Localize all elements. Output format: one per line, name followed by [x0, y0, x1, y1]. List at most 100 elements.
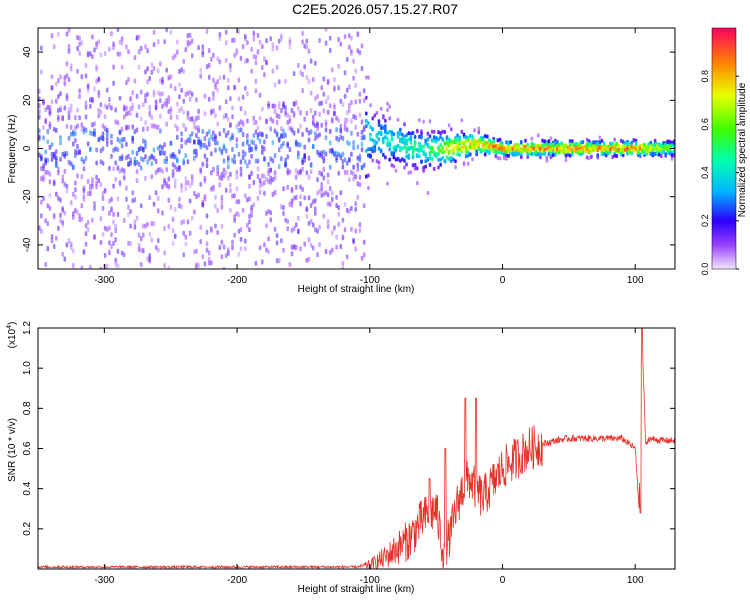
spectrogram-cell	[301, 186, 304, 192]
spectrogram-cell	[379, 132, 383, 137]
spectrogram-cell	[229, 136, 232, 142]
spectrogram-cell	[341, 266, 345, 269]
spectrogram-cell	[233, 193, 236, 199]
spectrogram-cell	[210, 186, 213, 192]
spectrogram-cell	[636, 150, 640, 155]
spectrogram-cell	[229, 96, 232, 102]
spectrogram-xtick-label: -200	[227, 275, 247, 286]
spectrogram-cell	[611, 145, 614, 150]
snr-ytick-label: 0.2	[22, 521, 33, 535]
spectrogram-cell	[125, 44, 128, 50]
spectrogram-cell	[503, 152, 506, 157]
spectrogram-cell	[256, 33, 260, 38]
spectrogram-cell	[581, 140, 585, 144]
spectrogram-cell	[390, 163, 394, 168]
spectrogram-cell	[222, 167, 226, 173]
spectrogram-cell	[93, 128, 96, 134]
spectrogram-cell	[216, 87, 219, 93]
snr-series-line	[38, 328, 675, 569]
spectrogram-cell	[432, 135, 436, 140]
spectrogram-cell	[333, 150, 336, 156]
spectrogram-cell	[261, 132, 264, 138]
spectrogram-cell	[222, 114, 226, 120]
snr-ytick-label: 0.6	[22, 441, 33, 455]
spectrogram-cell	[403, 145, 406, 150]
spectrogram-cell	[163, 250, 166, 256]
spectrogram-cell	[156, 247, 160, 253]
spectrogram-cell	[227, 164, 230, 170]
spectrogram-cell	[97, 137, 101, 143]
spectrogram-cell	[146, 221, 149, 227]
spectrogram-cell	[167, 109, 171, 114]
spectrogram-cell	[144, 139, 147, 145]
spectrogram-ytick-label: 40	[22, 46, 33, 58]
spectrogram-cell	[57, 78, 60, 84]
spectrogram-cell	[216, 230, 219, 235]
spectrogram-cell	[156, 90, 160, 96]
spectrogram-cell	[99, 109, 103, 115]
spectrogram-cell	[118, 138, 122, 144]
spectrogram-cell	[48, 121, 52, 127]
spectrogram-cell	[626, 151, 629, 156]
spectrogram-cell	[135, 93, 139, 99]
spectrogram-cell	[299, 70, 302, 75]
spectrogram-cell	[139, 203, 143, 209]
spectrogram-cell	[460, 129, 464, 134]
spectrogram-cell	[44, 262, 47, 267]
spectrogram-cell	[97, 77, 101, 83]
spectrogram-cell	[69, 103, 73, 109]
spectrogram-cell	[76, 209, 79, 215]
spectrogram-cell	[159, 98, 162, 104]
spectrogram-cell	[78, 115, 81, 121]
spectrogram-cell	[539, 147, 542, 152]
spectrogram-cell	[137, 161, 141, 167]
spectrogram-cell	[477, 143, 481, 148]
spectrogram-cell	[144, 93, 147, 99]
spectrogram-cell	[311, 245, 315, 251]
spectrogram-cell	[239, 166, 243, 172]
spectrogram-cell	[108, 240, 111, 246]
spectrogram-cell	[299, 142, 302, 148]
spectrogram-cell	[237, 251, 241, 257]
spectrogram-cell	[473, 146, 476, 151]
spectrogram-cell	[241, 154, 245, 160]
spectrogram-cell	[190, 116, 194, 121]
spectrogram-cell	[592, 140, 595, 145]
spectrogram-cell	[265, 119, 268, 125]
spectrogram-cell	[343, 117, 347, 123]
spectrogram-cell	[509, 151, 512, 156]
spectrogram-cell	[426, 142, 430, 147]
spectrogram-cell	[65, 73, 69, 79]
spectrogram-cell	[171, 55, 175, 61]
spectrogram-cell	[339, 244, 343, 250]
spectrogram-cell	[246, 133, 249, 139]
spectrogram-cell	[413, 166, 417, 171]
spectrogram-cell	[339, 153, 343, 159]
spectrogram-cell	[477, 146, 481, 151]
spectrogram-cell	[577, 143, 580, 148]
spectrogram-cell	[112, 64, 115, 70]
spectrogram-cell	[360, 135, 364, 141]
spectrogram-cell	[328, 47, 332, 53]
spectrogram-cell	[135, 215, 139, 221]
spectrogram-cell	[348, 141, 351, 147]
spectrogram-cell	[362, 97, 366, 103]
spectrogram-cell	[579, 140, 583, 145]
spectrogram-cell	[416, 147, 419, 152]
spectrogram-cell	[267, 208, 270, 214]
spectrogram-cell	[227, 85, 230, 91]
spectrogram-cell	[72, 141, 75, 147]
spectrogram-cell	[137, 34, 141, 40]
spectrogram-cell	[573, 146, 576, 151]
spectrogram-cell	[386, 136, 389, 141]
spectrogram-cell	[390, 137, 394, 142]
spectrogram-cell	[142, 232, 145, 238]
spectrogram-cell	[305, 74, 309, 80]
spectrogram-cell	[335, 234, 338, 240]
colorbar-tick-label: 0.8	[700, 70, 710, 83]
spectrogram-cell	[547, 152, 551, 157]
spectrogram-cell	[110, 207, 113, 213]
spectrogram-cell	[63, 181, 67, 187]
spectrogram-cell	[303, 241, 306, 247]
spectrogram-cell	[316, 121, 319, 127]
